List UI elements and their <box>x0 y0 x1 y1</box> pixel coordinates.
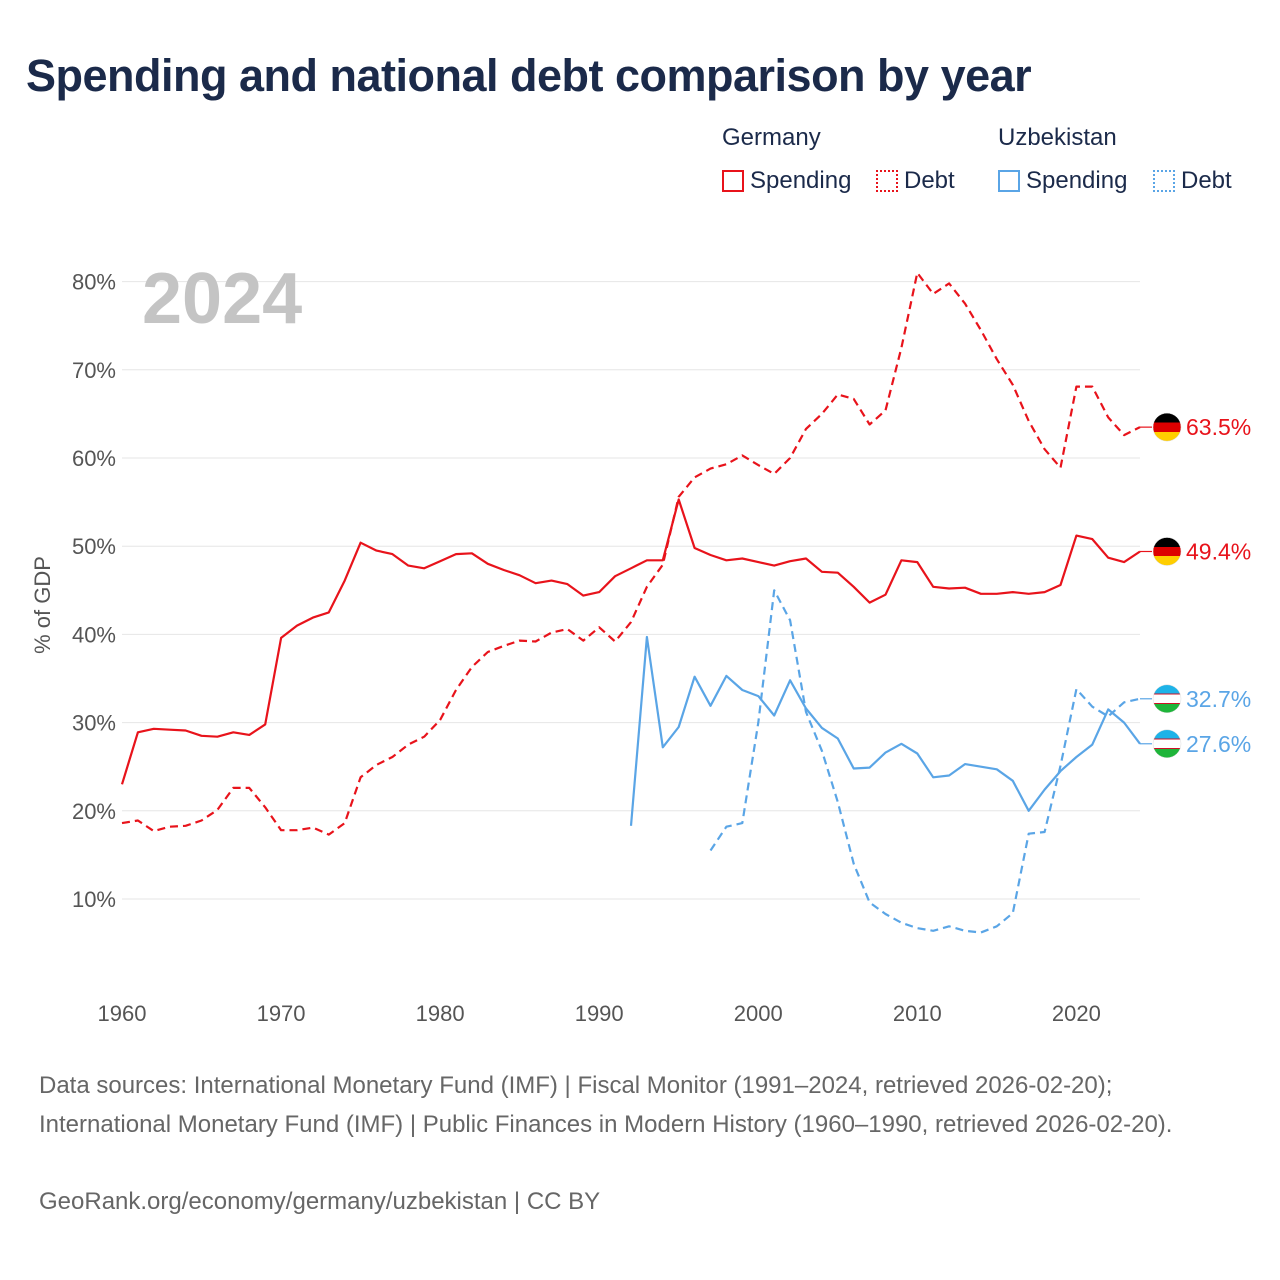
end-value-label: 27.6% <box>1186 731 1251 757</box>
legend-swatch-solid-red <box>722 170 744 192</box>
uzbekistan-flag-icon <box>1152 684 1182 714</box>
end-value-label: 49.4% <box>1186 538 1251 564</box>
germany-flag-icon <box>1152 537 1182 566</box>
series-line-germany-debt <box>121 271 1141 836</box>
chart-title: Spending and national debt comparison by… <box>26 50 1032 101</box>
y-tick-label: 20% <box>72 799 116 824</box>
series-line-uzbekistan-debt <box>709 589 1141 934</box>
legend-swatch-solid-blue <box>998 170 1020 192</box>
series-line-germany-spending <box>120 498 1141 785</box>
legend-uzbekistan-debt[interactable]: Debt <box>1153 166 1232 196</box>
x-tick-label: 1960 <box>98 1001 147 1026</box>
x-tick-label: 1970 <box>257 1001 306 1026</box>
legend-label: Spending <box>750 167 852 194</box>
legend-swatch-dotted-blue <box>1153 170 1175 192</box>
legend-label: Debt <box>1181 167 1232 194</box>
x-tick-label: 1980 <box>416 1001 465 1026</box>
y-tick-label: 10% <box>72 887 116 912</box>
credit-link[interactable]: GeoRank.org/economy/germany/uzbekistan |… <box>39 1188 601 1215</box>
legend-label: Debt <box>904 167 955 194</box>
x-tick-label: 2000 <box>734 1001 783 1026</box>
legend-label: Spending <box>1026 167 1128 194</box>
y-tick-label: 70% <box>72 358 116 383</box>
end-value-label: 63.5% <box>1186 414 1251 440</box>
x-tick-label: 2010 <box>893 1001 942 1026</box>
legend-germany-debt[interactable]: Debt <box>876 166 955 196</box>
series-line-uzbekistan-spending <box>629 635 1141 826</box>
legend-germany-spending[interactable]: Spending <box>722 166 851 196</box>
line-chart: 10% 20% 30% 40% 50% 60% 70% 80% 1960 1970 1980 1990… <box>30 259 1251 1026</box>
legend-title-uzbekistan: Uzbekistan <box>998 124 1117 151</box>
x-tick-label: 1990 <box>575 1001 624 1026</box>
year-watermark: 2024 <box>142 259 302 339</box>
end-value-label: 32.7% <box>1186 686 1251 712</box>
legend-uzbekistan-spending[interactable]: Spending <box>998 166 1127 196</box>
data-sources-note: Data sources: International Monetary Fun… <box>39 1072 1173 1138</box>
y-axis-label: % of GDP <box>30 556 55 654</box>
y-tick-label: 80% <box>72 270 116 295</box>
legend-title-germany: Germany <box>722 124 821 151</box>
germany-flag-icon <box>1152 412 1182 442</box>
y-tick-label: 60% <box>72 446 116 471</box>
legend-swatch-dotted-red <box>876 170 898 192</box>
y-tick-label: 50% <box>72 534 116 559</box>
y-tick-label: 40% <box>72 622 116 647</box>
x-tick-label: 2020 <box>1052 1001 1101 1026</box>
y-tick-label: 30% <box>72 711 116 736</box>
uzbekistan-flag-icon <box>1152 729 1182 759</box>
